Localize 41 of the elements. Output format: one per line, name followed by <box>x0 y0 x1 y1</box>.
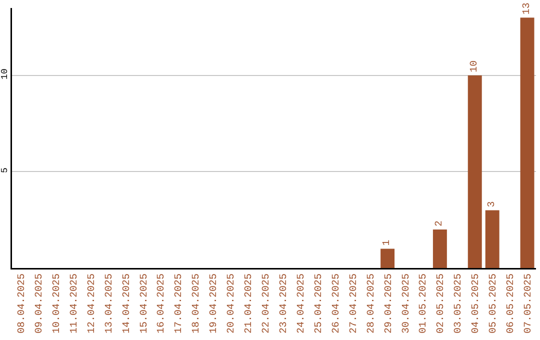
y-tick-label: 5 <box>0 168 10 174</box>
data-label: 13 <box>522 2 533 15</box>
x-tick-label: 18.04.2025 <box>192 274 203 334</box>
x-tick-label: 20.04.2025 <box>226 274 238 334</box>
bar <box>432 229 447 268</box>
x-tick-label: 05.05.2025 <box>488 274 500 334</box>
x-tick-label: 09.04.2025 <box>34 274 46 334</box>
x-tick-label: 01.05.2025 <box>418 274 430 334</box>
x-tick-label: 11.04.2025 <box>69 274 80 334</box>
x-tick-label: 16.04.2025 <box>156 274 168 334</box>
x-tick-label: 04.05.2025 <box>471 274 482 334</box>
x-tick-label: 02.05.2025 <box>436 274 448 334</box>
x-tick-label: 23.04.2025 <box>278 274 290 334</box>
x-tick-label: 06.05.2025 <box>506 274 518 334</box>
x-tick-label: 21.04.2025 <box>244 274 256 334</box>
x-tick-label: 28.04.2025 <box>366 274 378 334</box>
data-label: 1 <box>382 240 394 246</box>
x-tick-label: 12.04.2025 <box>86 274 98 334</box>
data-label: 2 <box>434 220 446 226</box>
x-tick-label: 27.04.2025 <box>348 274 360 334</box>
bar <box>485 210 500 268</box>
bar <box>468 75 482 268</box>
x-tick-label: 10.04.2025 <box>52 274 63 334</box>
bar <box>380 248 395 268</box>
x-tick-label: 25.04.2025 <box>314 274 325 334</box>
bar <box>520 18 534 268</box>
x-tick-label: 13.04.2025 <box>104 274 116 334</box>
x-tick-label: 08.04.2025 <box>16 274 28 334</box>
x-tick-label: 17.04.2025 <box>174 274 186 334</box>
x-tick-label: 30.04.2025 <box>401 274 412 334</box>
x-tick-label: 24.04.2025 <box>296 274 308 334</box>
x-tick-label: 19.04.2025 <box>209 274 220 334</box>
x-tick-label: 22.04.2025 <box>262 274 273 334</box>
data-label: 3 <box>486 201 498 208</box>
x-tick-label: 15.04.2025 <box>139 274 150 334</box>
x-tick-label: 03.05.2025 <box>454 274 465 334</box>
data-label: 10 <box>469 60 480 72</box>
x-tick-label: 07.05.2025 <box>524 274 535 334</box>
x-tick-label: 26.04.2025 <box>331 274 342 334</box>
x-tick-label: 14.04.2025 <box>122 274 133 334</box>
x-tick-label: 29.04.2025 <box>384 274 395 334</box>
